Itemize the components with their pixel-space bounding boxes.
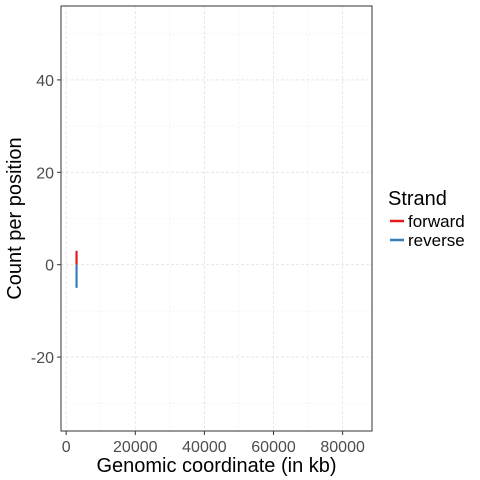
x-axis-title: Genomic coordinate (in kb) (96, 455, 336, 477)
x-tick-label: 80000 (320, 439, 365, 456)
y-axis: -20 0 20 40 (31, 73, 61, 367)
grid-lines (61, 6, 372, 431)
x-tick-label: 20000 (113, 439, 158, 456)
y-tick-label: -20 (31, 350, 54, 367)
y-tick-label: 0 (45, 258, 54, 275)
y-tick-label: 40 (36, 73, 54, 90)
x-tick-label: 60000 (251, 439, 296, 456)
x-tick-label: 40000 (182, 439, 227, 456)
plot-panel-border (60, 5, 373, 432)
y-tick-label: 20 (36, 165, 54, 182)
y-axis-title: Count per position (4, 137, 26, 299)
x-tick-label: 0 (62, 439, 71, 456)
x-axis: 0 20000 40000 60000 80000 (62, 431, 365, 456)
legend-label-forward: forward (408, 212, 465, 231)
legend-label-reverse: reverse (408, 231, 465, 250)
legend-title: Strand (388, 188, 447, 210)
